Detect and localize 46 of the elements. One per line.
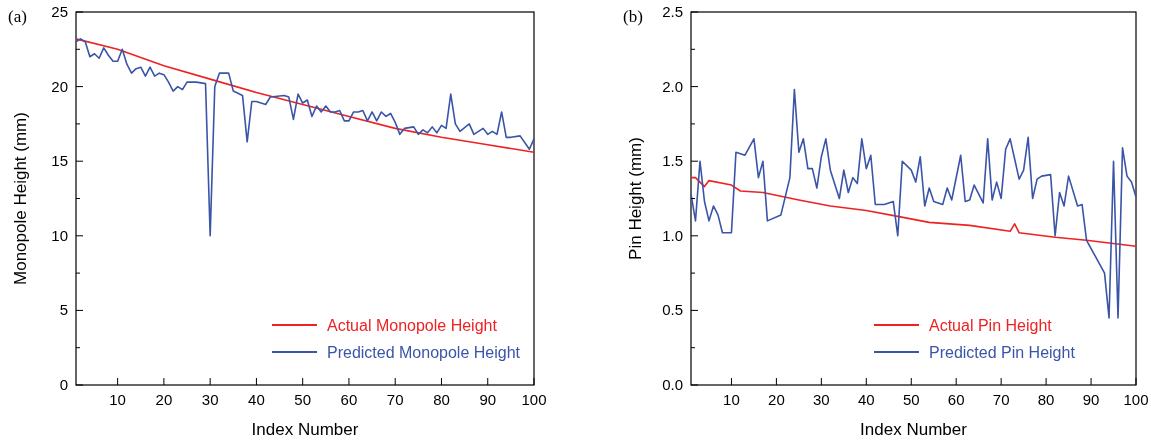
legend-label: Predicted Pin Height — [929, 344, 1076, 361]
y-tick-label: 20 — [51, 77, 68, 95]
x-tick-label: 20 — [768, 391, 785, 408]
x-tick-label: 50 — [294, 391, 312, 408]
x-tick-label: 60 — [947, 391, 965, 408]
x-tick-label: 90 — [1082, 391, 1100, 408]
line-series — [75, 38, 535, 154]
x-tick-label: 10 — [109, 391, 126, 408]
legend-label: Actual Pin Height — [929, 317, 1053, 334]
y-tick-label: 25 — [51, 3, 68, 20]
y-tick-label: 10 — [51, 226, 68, 244]
x-tick-label: 100 — [1123, 391, 1149, 408]
chart-title: (a) — [8, 7, 27, 26]
line-series — [690, 176, 1137, 248]
y-tick-label: 1.5 — [662, 152, 683, 170]
legend-label: Actual Monopole Height — [327, 317, 498, 334]
y-tick-label: 1.0 — [662, 226, 683, 244]
x-tick-label: 100 — [521, 391, 547, 408]
y-tick-label: 0.5 — [662, 301, 683, 319]
x-tick-label: 30 — [201, 391, 219, 408]
x-tick-label: 40 — [248, 391, 265, 408]
x-tick-label: 50 — [902, 391, 920, 408]
y-axis-title: Pin Height (mm) — [626, 137, 645, 260]
y-tick-label: 0.0 — [662, 376, 683, 393]
y-tick-label: 2.5 — [662, 3, 683, 20]
x-tick-label: 70 — [386, 391, 404, 408]
y-tick-label: 0 — [59, 376, 68, 393]
line-series — [75, 38, 535, 237]
y-tick-label: 15 — [51, 152, 68, 170]
y-tick-label: 5 — [59, 301, 68, 319]
x-axis-title: Index Number — [860, 420, 968, 439]
y-tick-label: 2.0 — [662, 77, 683, 95]
x-tick-label: 60 — [340, 391, 358, 408]
chart-title: (b) — [623, 7, 643, 26]
y-axis-title: Monopole Height (mm) — [11, 112, 30, 285]
legend-label: Predicted Monopole Height — [327, 344, 521, 361]
line-series — [690, 88, 1137, 319]
x-tick-label: 10 — [723, 391, 740, 408]
x-axis-title: Index Number — [251, 420, 359, 439]
x-tick-label: 90 — [479, 391, 497, 408]
x-tick-label: 20 — [155, 391, 173, 408]
x-tick-label: 80 — [433, 391, 450, 408]
x-tick-label: 80 — [1037, 391, 1055, 408]
x-tick-label: 40 — [857, 391, 875, 408]
x-tick-label: 70 — [992, 391, 1010, 408]
x-tick-label: 30 — [813, 391, 830, 408]
